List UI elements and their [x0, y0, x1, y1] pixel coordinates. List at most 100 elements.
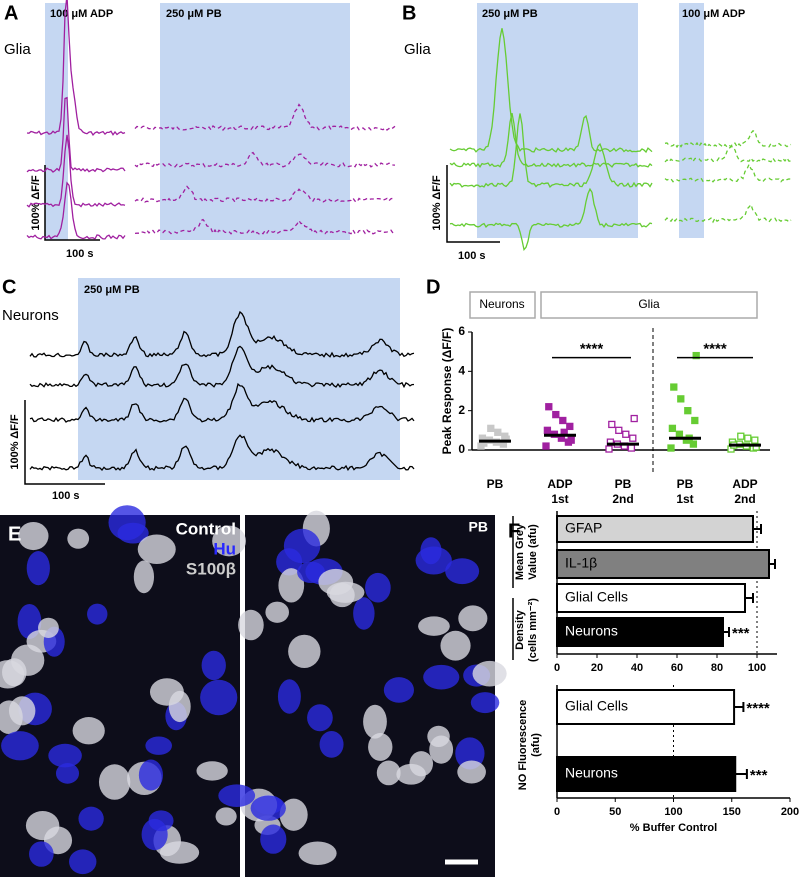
group-label: Neurons: [479, 297, 524, 311]
point: [629, 434, 637, 442]
stim-region: [477, 3, 638, 238]
cell: [196, 761, 228, 781]
cell: [297, 561, 326, 584]
bar: [556, 515, 754, 543]
point: [668, 424, 677, 433]
scale-label: 100 s: [66, 248, 94, 260]
cell: [137, 534, 176, 564]
significance: ****: [703, 341, 727, 358]
x-tick-label: PB: [615, 477, 632, 491]
x-tick-label: 20: [591, 662, 603, 674]
cell: [429, 735, 454, 764]
x-tick-label: 50: [609, 806, 621, 818]
trace: [664, 130, 792, 149]
bar-label: Neurons: [565, 765, 618, 781]
cell: [368, 733, 393, 761]
cell: [69, 849, 97, 875]
cell: [238, 609, 264, 641]
cell: [383, 677, 414, 703]
bar-label: IL-1β: [565, 555, 597, 571]
cell: [318, 568, 354, 596]
x-tick-label: 0: [554, 806, 560, 818]
x-tick-label: 2nd: [612, 492, 633, 506]
cell: [26, 551, 50, 586]
point: [559, 416, 567, 425]
point: [737, 432, 745, 440]
trace: [29, 345, 415, 389]
significance: ***: [750, 767, 768, 784]
panel-label: A: [4, 2, 18, 24]
scale-label: 100 s: [52, 490, 80, 502]
cell: [215, 807, 237, 826]
cell: [1, 731, 39, 761]
cell: [67, 528, 90, 549]
panel-label: C: [2, 276, 16, 298]
stim-label: 250 μM PB: [166, 8, 222, 20]
cell: [159, 841, 200, 864]
trace: [449, 113, 653, 188]
point: [615, 426, 623, 434]
stim-region: [160, 3, 350, 240]
legend-entry: S100β: [186, 559, 236, 578]
trace: [449, 112, 653, 168]
cell: [72, 717, 105, 745]
significance: ****: [580, 341, 604, 358]
scale-bars: [24, 165, 500, 485]
cell: [279, 798, 308, 831]
group-label: (afu): [530, 733, 542, 757]
cell: [298, 841, 337, 865]
cell: [353, 597, 375, 630]
cell: [363, 704, 387, 739]
legend-entry: Hu: [213, 539, 236, 558]
bar: [556, 617, 724, 647]
cell: [18, 521, 49, 551]
x-axis-label: % Buffer Control: [630, 822, 717, 834]
cell: [149, 678, 184, 706]
point: [543, 426, 552, 434]
cell: [409, 751, 434, 777]
bar-label: Glial Cells: [565, 698, 628, 714]
panel-label: E: [8, 523, 21, 545]
point: [545, 403, 553, 411]
group-box: [540, 291, 758, 319]
x-tick-label: 2nd: [734, 492, 755, 506]
point: [744, 434, 752, 442]
image-label: PB: [469, 519, 488, 535]
cell: [250, 795, 286, 821]
trace: [29, 310, 415, 358]
cell: [29, 841, 54, 867]
x-tick-label: 80: [711, 662, 723, 674]
cell: [283, 528, 321, 564]
trace: [26, 134, 126, 208]
trace: [449, 28, 653, 154]
significance: ****: [746, 700, 770, 717]
trace: [26, 0, 126, 136]
cell: [145, 736, 172, 755]
point: [627, 444, 636, 452]
bar-label: Neurons: [565, 623, 618, 639]
point: [567, 436, 575, 444]
point: [677, 395, 685, 403]
y-tick-label: 0: [458, 442, 465, 456]
trace-title: Glia: [404, 41, 431, 58]
y-tick-label: 4: [458, 364, 465, 378]
stim-region: [679, 3, 704, 238]
x-tick-label: 1st: [676, 492, 693, 506]
error-bar: [753, 524, 762, 534]
cell: [423, 664, 460, 690]
scale-label: 100% ΔF/F: [9, 414, 21, 469]
stim-region: [78, 278, 400, 480]
cell: [200, 679, 238, 716]
trace: [26, 181, 126, 240]
point: [692, 351, 700, 360]
group-label: Density: [514, 609, 526, 650]
error-bar: [769, 559, 776, 569]
trace-title: Neurons: [2, 307, 59, 324]
point: [542, 442, 550, 450]
trace: [134, 103, 396, 132]
point: [630, 414, 638, 423]
stim-label: 100 μM ADP: [50, 8, 113, 20]
bar-label: GFAP: [565, 520, 602, 536]
y-tick-label: 6: [458, 324, 465, 338]
cell: [307, 704, 333, 732]
